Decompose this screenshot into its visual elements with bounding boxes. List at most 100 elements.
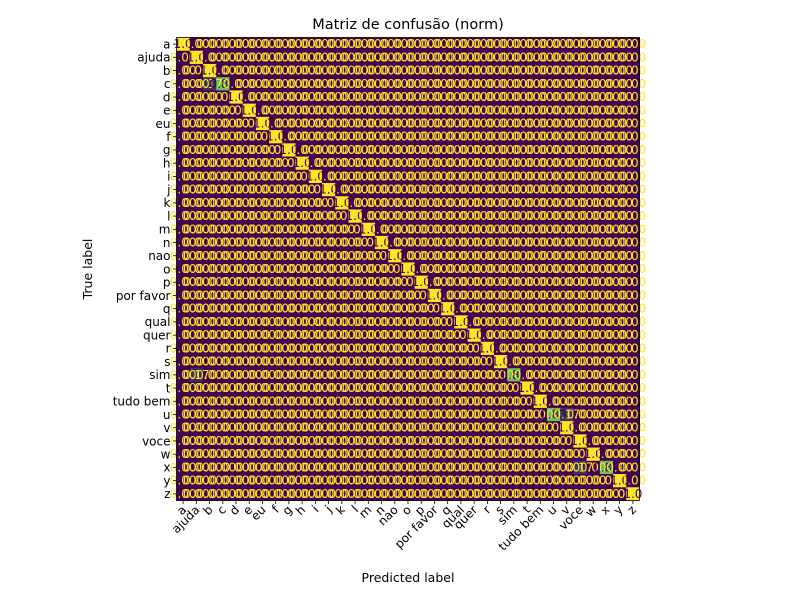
cell-value-label: 0.00 — [620, 368, 647, 382]
heatmap-cell — [348, 50, 363, 65]
heatmap-cell — [507, 63, 521, 78]
heatmap-cell — [533, 103, 548, 118]
heatmap-cell — [176, 143, 191, 157]
heatmap-cell — [176, 63, 191, 78]
cell-value-label: 0.00 — [620, 328, 647, 342]
heatmap-cell — [269, 156, 283, 171]
heatmap-cell — [295, 196, 310, 210]
y-tick-label: t — [166, 381, 171, 395]
y-tick-label: p — [163, 276, 171, 290]
heatmap-cell — [322, 50, 336, 65]
heatmap-cell — [295, 50, 310, 65]
heatmap-cell — [216, 143, 230, 157]
heatmap-cell — [493, 50, 508, 65]
heatmap-cell — [216, 156, 230, 171]
heatmap-cell — [626, 196, 640, 210]
heatmap-cell — [507, 143, 521, 157]
heatmap-cell — [454, 169, 468, 184]
heatmap-cell — [322, 103, 336, 118]
heatmap-cell — [229, 90, 244, 105]
y-tick-label: r — [166, 342, 171, 356]
heatmap-cell — [308, 77, 323, 91]
heatmap-cell — [282, 183, 296, 197]
heatmap-cell — [573, 37, 587, 52]
heatmap-cell — [255, 196, 270, 210]
heatmap-cell — [269, 183, 283, 197]
heatmap-cell — [229, 103, 244, 118]
heatmap-cell — [374, 143, 389, 157]
heatmap-cell — [202, 37, 217, 52]
heatmap-cell — [176, 169, 191, 184]
heatmap-cell — [573, 116, 587, 131]
heatmap-cell — [427, 196, 442, 210]
x-tick-label: k — [333, 503, 348, 518]
heatmap-cell — [467, 116, 482, 131]
heatmap-cell — [229, 169, 244, 184]
heatmap-cell — [388, 143, 402, 157]
heatmap-cell — [176, 209, 191, 224]
heatmap-cell — [216, 63, 230, 78]
heatmap-cell — [599, 90, 614, 105]
heatmap-cell — [520, 156, 535, 171]
heatmap-cell — [348, 183, 363, 197]
y-tick-label: g — [163, 143, 171, 157]
y-tick-label: ajuda — [137, 51, 170, 65]
heatmap-cell — [454, 130, 468, 144]
heatmap-cell — [322, 143, 336, 157]
heatmap-cell — [467, 130, 482, 144]
heatmap-cell — [586, 130, 601, 144]
heatmap-cell — [216, 37, 230, 52]
heatmap-cell — [335, 63, 349, 78]
heatmap-cell — [176, 183, 191, 197]
y-tick-label: sim — [149, 368, 170, 382]
heatmap-cell — [507, 156, 521, 171]
x-tick-label: h — [293, 503, 308, 518]
heatmap-cell — [573, 77, 587, 91]
heatmap-cell — [322, 209, 336, 224]
heatmap-cell — [401, 183, 416, 197]
cell-value-label: 0.00 — [620, 302, 647, 316]
heatmap-cell — [189, 90, 204, 105]
x-tick-label: m — [356, 503, 374, 521]
x-tick-label: y — [611, 503, 626, 518]
heatmap-cell — [269, 37, 283, 52]
cell-value-label: 0.00 — [620, 460, 647, 474]
heatmap-cell — [560, 90, 574, 105]
heatmap-cells — [176, 37, 640, 501]
heatmap-cell — [388, 103, 402, 118]
heatmap-cell — [322, 156, 336, 171]
cell-value-label: 0.00 — [620, 116, 647, 130]
heatmap-cell — [322, 169, 336, 184]
heatmap-cell — [335, 143, 349, 157]
heatmap-cell — [282, 37, 296, 52]
y-tick-label: y — [163, 474, 170, 488]
y-tick-label: qual — [145, 315, 171, 329]
heatmap-cell — [361, 116, 376, 131]
heatmap-cell — [427, 156, 442, 171]
heatmap-cell — [335, 196, 349, 210]
heatmap-cell — [388, 169, 402, 184]
heatmap-cell — [546, 63, 561, 78]
heatmap-cell — [176, 130, 191, 144]
heatmap-cell — [242, 156, 257, 171]
heatmap-cell — [202, 116, 217, 131]
heatmap-cell — [308, 63, 323, 78]
heatmap-cell — [322, 116, 336, 131]
y-tick-label: nao — [148, 249, 170, 263]
heatmap-cell — [467, 63, 482, 78]
heatmap-cell — [599, 50, 614, 65]
heatmap-cell — [626, 130, 640, 144]
heatmap-cell — [322, 183, 336, 197]
heatmap-cell — [348, 169, 363, 184]
heatmap-cell — [401, 143, 416, 157]
heatmap-cell — [454, 63, 468, 78]
y-tick-label: eu — [156, 117, 171, 131]
heatmap-cell — [374, 156, 389, 171]
heatmap-cell — [586, 143, 601, 157]
cell-value-label: 0.00 — [620, 77, 647, 91]
heatmap-cell — [189, 116, 204, 131]
heatmap-cell — [480, 169, 495, 184]
heatmap-cell — [467, 196, 482, 210]
heatmap-cell — [493, 63, 508, 78]
heatmap-cell — [202, 169, 217, 184]
